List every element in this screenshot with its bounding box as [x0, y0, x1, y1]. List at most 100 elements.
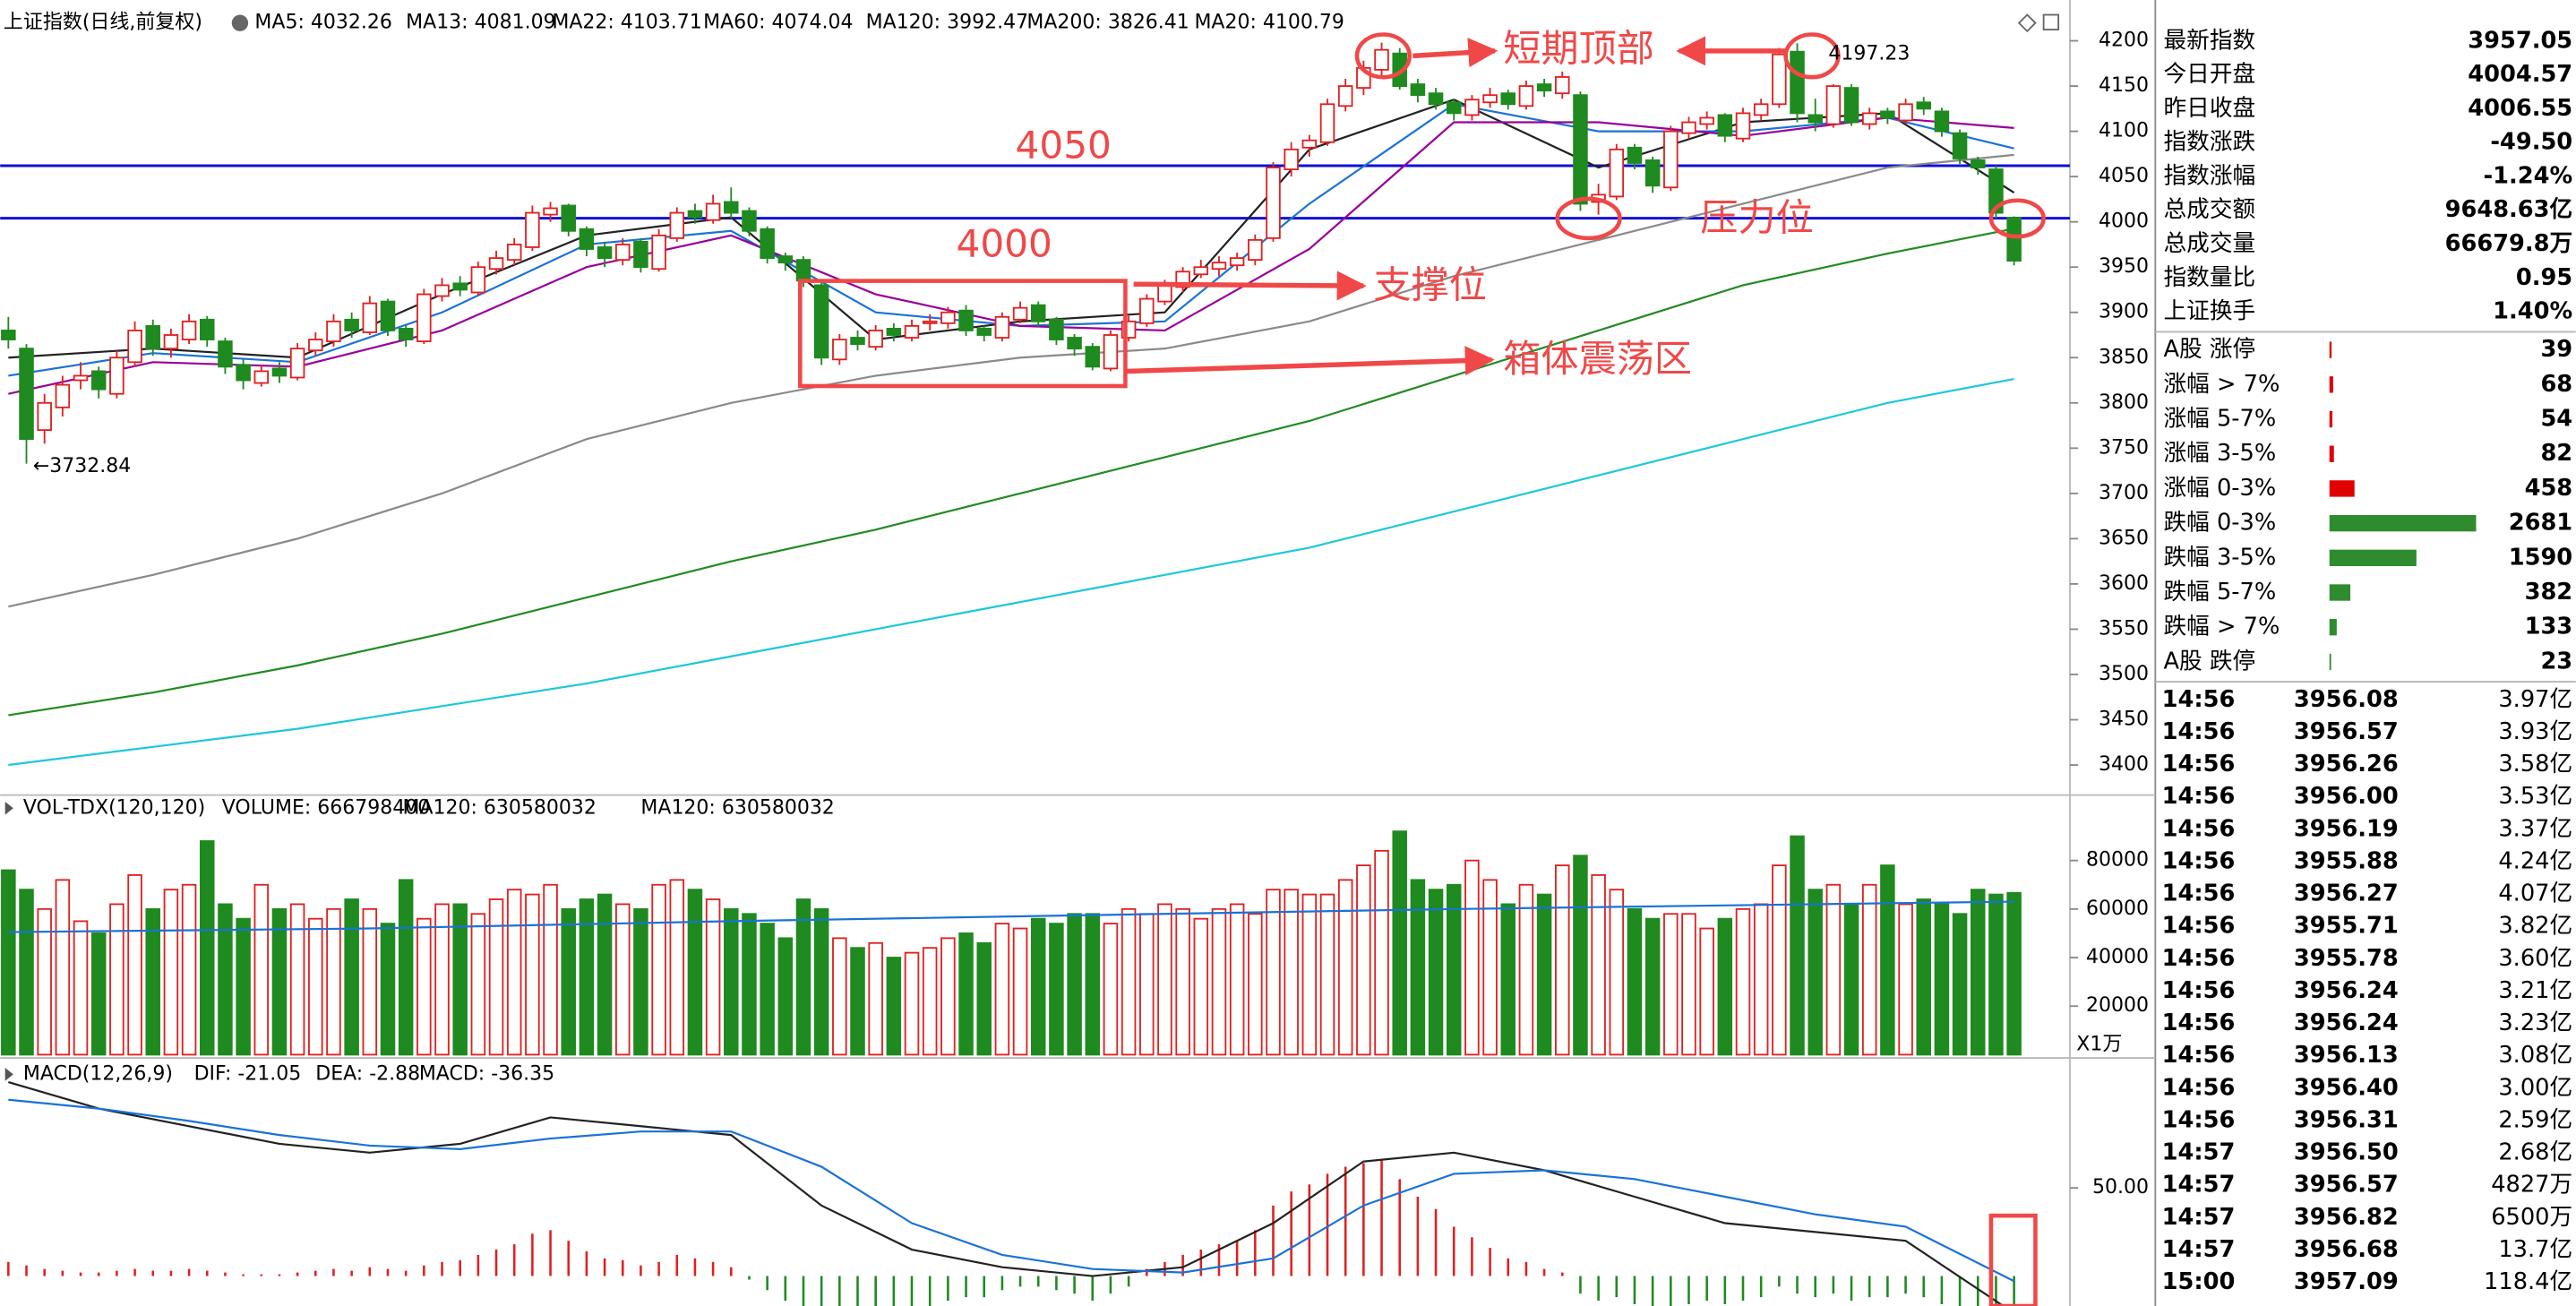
candle-body [470, 266, 486, 294]
volume-bar [1, 869, 16, 1056]
breadth-bar [2329, 619, 2337, 636]
tick-amount: 2.59亿 [2498, 1106, 2572, 1133]
tick-amount: 3.82亿 [2498, 913, 2572, 940]
tick-amount: 3.21亿 [2498, 977, 2572, 1004]
arrow [1413, 38, 1498, 68]
legend-entry: MA120: 630580032 [640, 796, 834, 819]
high-label: 4197.23 [1828, 43, 1910, 65]
candle-body [181, 320, 197, 340]
breadth-count: 133 [2525, 614, 2573, 640]
volume-bar [868, 941, 883, 1056]
candle-body [1284, 148, 1299, 170]
volume-title: VOL-TDX(120,120) [23, 796, 205, 819]
candle-body [651, 234, 666, 271]
pane-icon[interactable] [4, 1068, 13, 1081]
volume-bar [181, 883, 197, 1056]
volume-bar [958, 932, 974, 1056]
tick-amount: 3.60亿 [2498, 945, 2572, 972]
candle-body [1735, 112, 1751, 140]
candle-body [1464, 99, 1480, 116]
tick-price: 3956.40 [2294, 1074, 2399, 1101]
volume-bar [2006, 891, 2022, 1056]
candle-body [850, 337, 865, 346]
volume-bar [1627, 907, 1643, 1056]
candle-body [1518, 85, 1534, 107]
volume-bar [488, 898, 504, 1056]
tick-price: 3956.82 [2294, 1204, 2399, 1231]
candle-body [109, 357, 125, 395]
candle-body [886, 328, 902, 336]
volume-bar [1898, 903, 1913, 1056]
volume-bar [760, 923, 775, 1056]
price-pane: 4200 4150 4100 4050 4000 3950 3900 3850 3800 3750… [0, 12, 2149, 776]
volume-bar [1482, 879, 1498, 1056]
dea-line [8, 1098, 2015, 1283]
settings-icon[interactable] [231, 14, 249, 31]
candle-body [1157, 284, 1172, 303]
annotation: 4050 [1016, 124, 1112, 168]
volume-bar [1609, 889, 1625, 1056]
legend-entry: MA20: 4100.79 [1194, 12, 1344, 34]
volume-bar [37, 907, 52, 1056]
annotations: 短期顶部 4050 4000 压力位 支撑位 箱体震荡区 ←3732.84 41… [4, 12, 2122, 1306]
tick-price: 3956.08 [2294, 686, 2399, 713]
volume-bar [1193, 917, 1209, 1056]
y-tick-label: 3450 [2099, 708, 2149, 730]
candle-body [597, 246, 613, 260]
candle-body [976, 328, 992, 336]
candle-body [904, 324, 920, 339]
volume-bar [1410, 879, 1426, 1056]
candle-body [1681, 121, 1696, 134]
candle-body [994, 315, 1010, 339]
volume-bar [1663, 913, 1679, 1056]
arrow [1133, 271, 1367, 301]
y-tick-label: 3900 [2099, 301, 2149, 323]
low-label: ←3732.84 [33, 455, 131, 477]
volume-bar [1934, 903, 1950, 1056]
volume-bar [1573, 855, 1588, 1056]
volume-bar [705, 898, 721, 1056]
legend-entry: MA120: 630580032 [402, 796, 596, 819]
candle-body [1916, 101, 1931, 110]
volume-bar [1446, 883, 1462, 1056]
ma-line [8, 228, 2014, 717]
tick-time: 14:56 [2162, 847, 2236, 874]
legend-entry: MACD: -36.35 [419, 1062, 554, 1085]
candle-body [1861, 112, 1877, 125]
toolbar-icon[interactable] [2042, 13, 2060, 30]
candle-body [760, 228, 775, 260]
tick-price: 3956.24 [2294, 977, 2399, 1004]
volume-bar [289, 903, 305, 1056]
candle-body [1934, 110, 1950, 133]
legend-entry: VOLUME: 666798400 [222, 796, 431, 819]
y-tick-label: 3800 [2099, 391, 2149, 414]
quote-label: 昨日收盘 [2164, 95, 2256, 122]
tick-price: 3956.26 [2294, 751, 2399, 778]
tick-amount: 3.37亿 [2498, 815, 2572, 842]
volume-bar [886, 957, 902, 1056]
pane-icon[interactable] [4, 801, 13, 815]
tick-amount: 13.7亿 [2498, 1236, 2572, 1263]
y-tick-label: 4200 [2099, 30, 2149, 52]
volume-bar [271, 907, 288, 1056]
volume-bar [651, 883, 666, 1056]
candle-body [705, 202, 721, 221]
legend-entry: DEA: -2.88 [315, 1062, 420, 1085]
volume-bar [55, 879, 71, 1056]
volume-bar [326, 907, 341, 1056]
volume-bar [1952, 913, 1968, 1056]
tick-amount: 4.24亿 [2498, 847, 2572, 874]
candle-body [1500, 92, 1516, 106]
breadth-bar [2329, 584, 2351, 601]
volume-bar [1319, 893, 1335, 1056]
tick-price: 3956.13 [2294, 1042, 2399, 1069]
volume-bar [1085, 913, 1101, 1056]
tick-amount: 118.4亿 [2484, 1268, 2572, 1295]
toolbar-icon[interactable] [2017, 13, 2037, 33]
volume-bar [1880, 864, 1895, 1056]
candle-body [1049, 318, 1064, 340]
volume-bar [1337, 879, 1353, 1056]
volume-bar [1807, 889, 1823, 1056]
candle-body [777, 255, 794, 264]
candle-body [940, 311, 956, 324]
